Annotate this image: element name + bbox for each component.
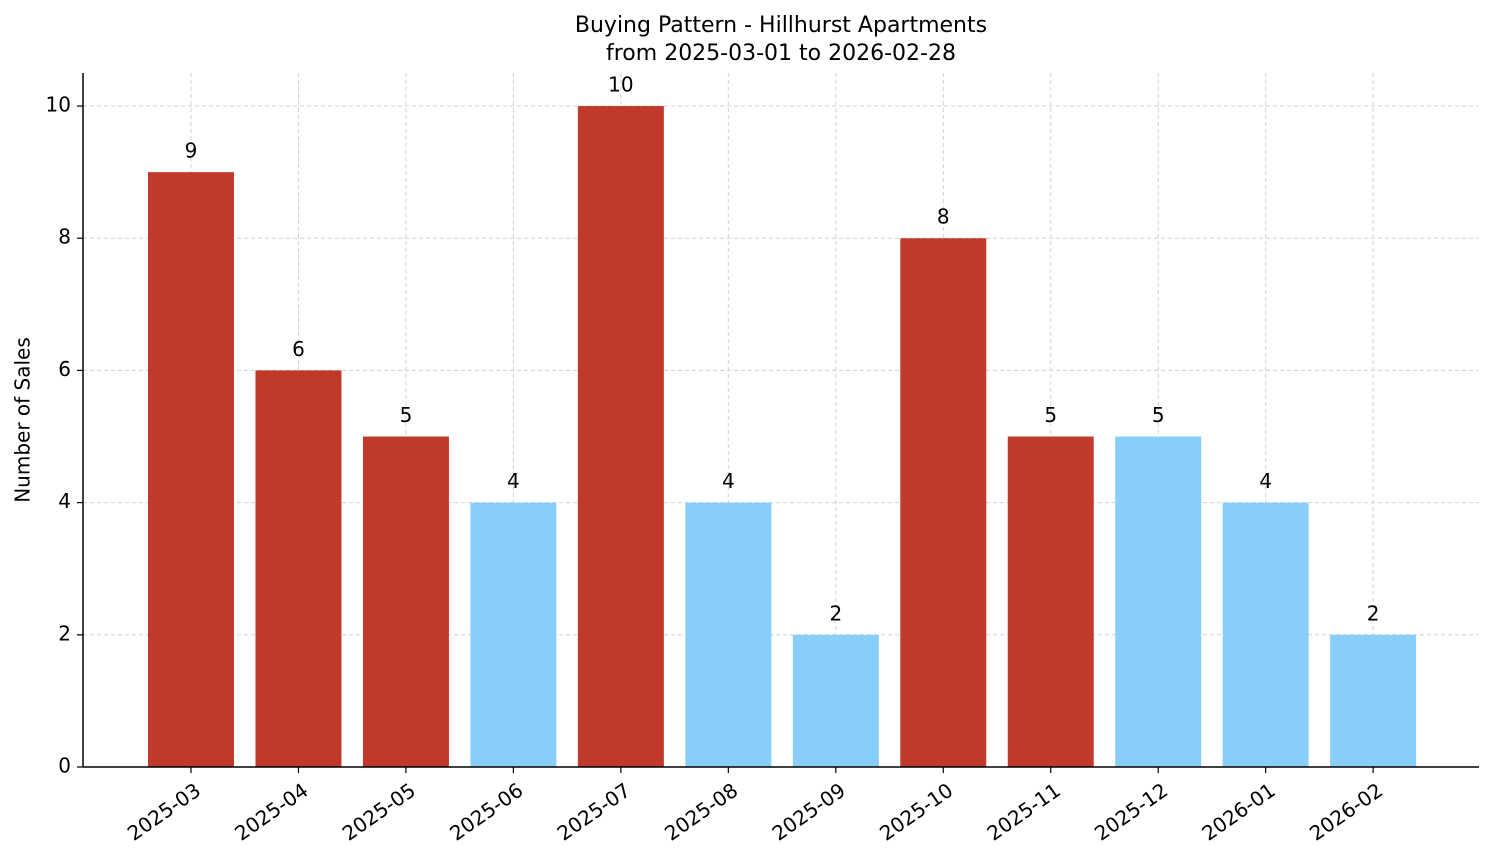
y-tick-label: 4 [58, 489, 71, 513]
bar [1330, 634, 1417, 767]
x-tick-label: 2025-12 [1090, 778, 1172, 846]
bar [470, 502, 557, 767]
chart-subtitle: from 2025-03-01 to 2026-02-28 [606, 41, 956, 66]
bar [577, 106, 664, 768]
value-label: 2 [829, 601, 842, 625]
value-label: 5 [1044, 403, 1057, 427]
value-label: 5 [400, 403, 413, 427]
y-tick-label: 2 [58, 621, 71, 645]
bar [1222, 502, 1309, 767]
value-label: 4 [507, 469, 520, 493]
x-tick-label: 2026-02 [1305, 778, 1387, 846]
value-label: 5 [1152, 403, 1165, 427]
x-tick-label: 2025-09 [768, 778, 850, 846]
bar [1007, 436, 1094, 767]
value-label: 2 [1367, 601, 1380, 625]
value-label: 4 [722, 469, 735, 493]
value-label: 6 [292, 337, 305, 361]
x-tick-label: 2026-01 [1197, 778, 1279, 846]
x-tick-label: 2025-05 [338, 778, 420, 846]
bar [685, 502, 772, 767]
chart-title: Buying Pattern - Hillhurst Apartments [575, 13, 987, 38]
y-axis-label: Number of Sales [11, 337, 35, 503]
value-label: 10 [608, 73, 633, 97]
bar [1115, 436, 1202, 767]
bar [792, 634, 879, 767]
x-tick-label: 2025-08 [660, 778, 742, 846]
y-tick-label: 10 [46, 93, 71, 117]
y-tick-label: 8 [58, 225, 71, 249]
x-tick-label: 2025-10 [875, 778, 957, 846]
x-tick-label: 2025-04 [230, 778, 312, 846]
value-label: 4 [1259, 469, 1272, 493]
x-tick-label: 2025-11 [983, 778, 1065, 846]
value-label: 9 [185, 139, 198, 163]
x-tick-label: 2025-03 [123, 778, 205, 846]
bar [148, 172, 234, 768]
x-tick-label: 2025-07 [553, 778, 635, 846]
bars [148, 106, 1417, 768]
value-label: 8 [937, 205, 950, 229]
x-tick-label: 2025-06 [445, 778, 527, 846]
bar [900, 238, 987, 767]
bar [255, 370, 342, 767]
bar [362, 436, 449, 767]
y-tick-label: 6 [58, 357, 71, 381]
y-tick-label: 0 [58, 754, 71, 778]
